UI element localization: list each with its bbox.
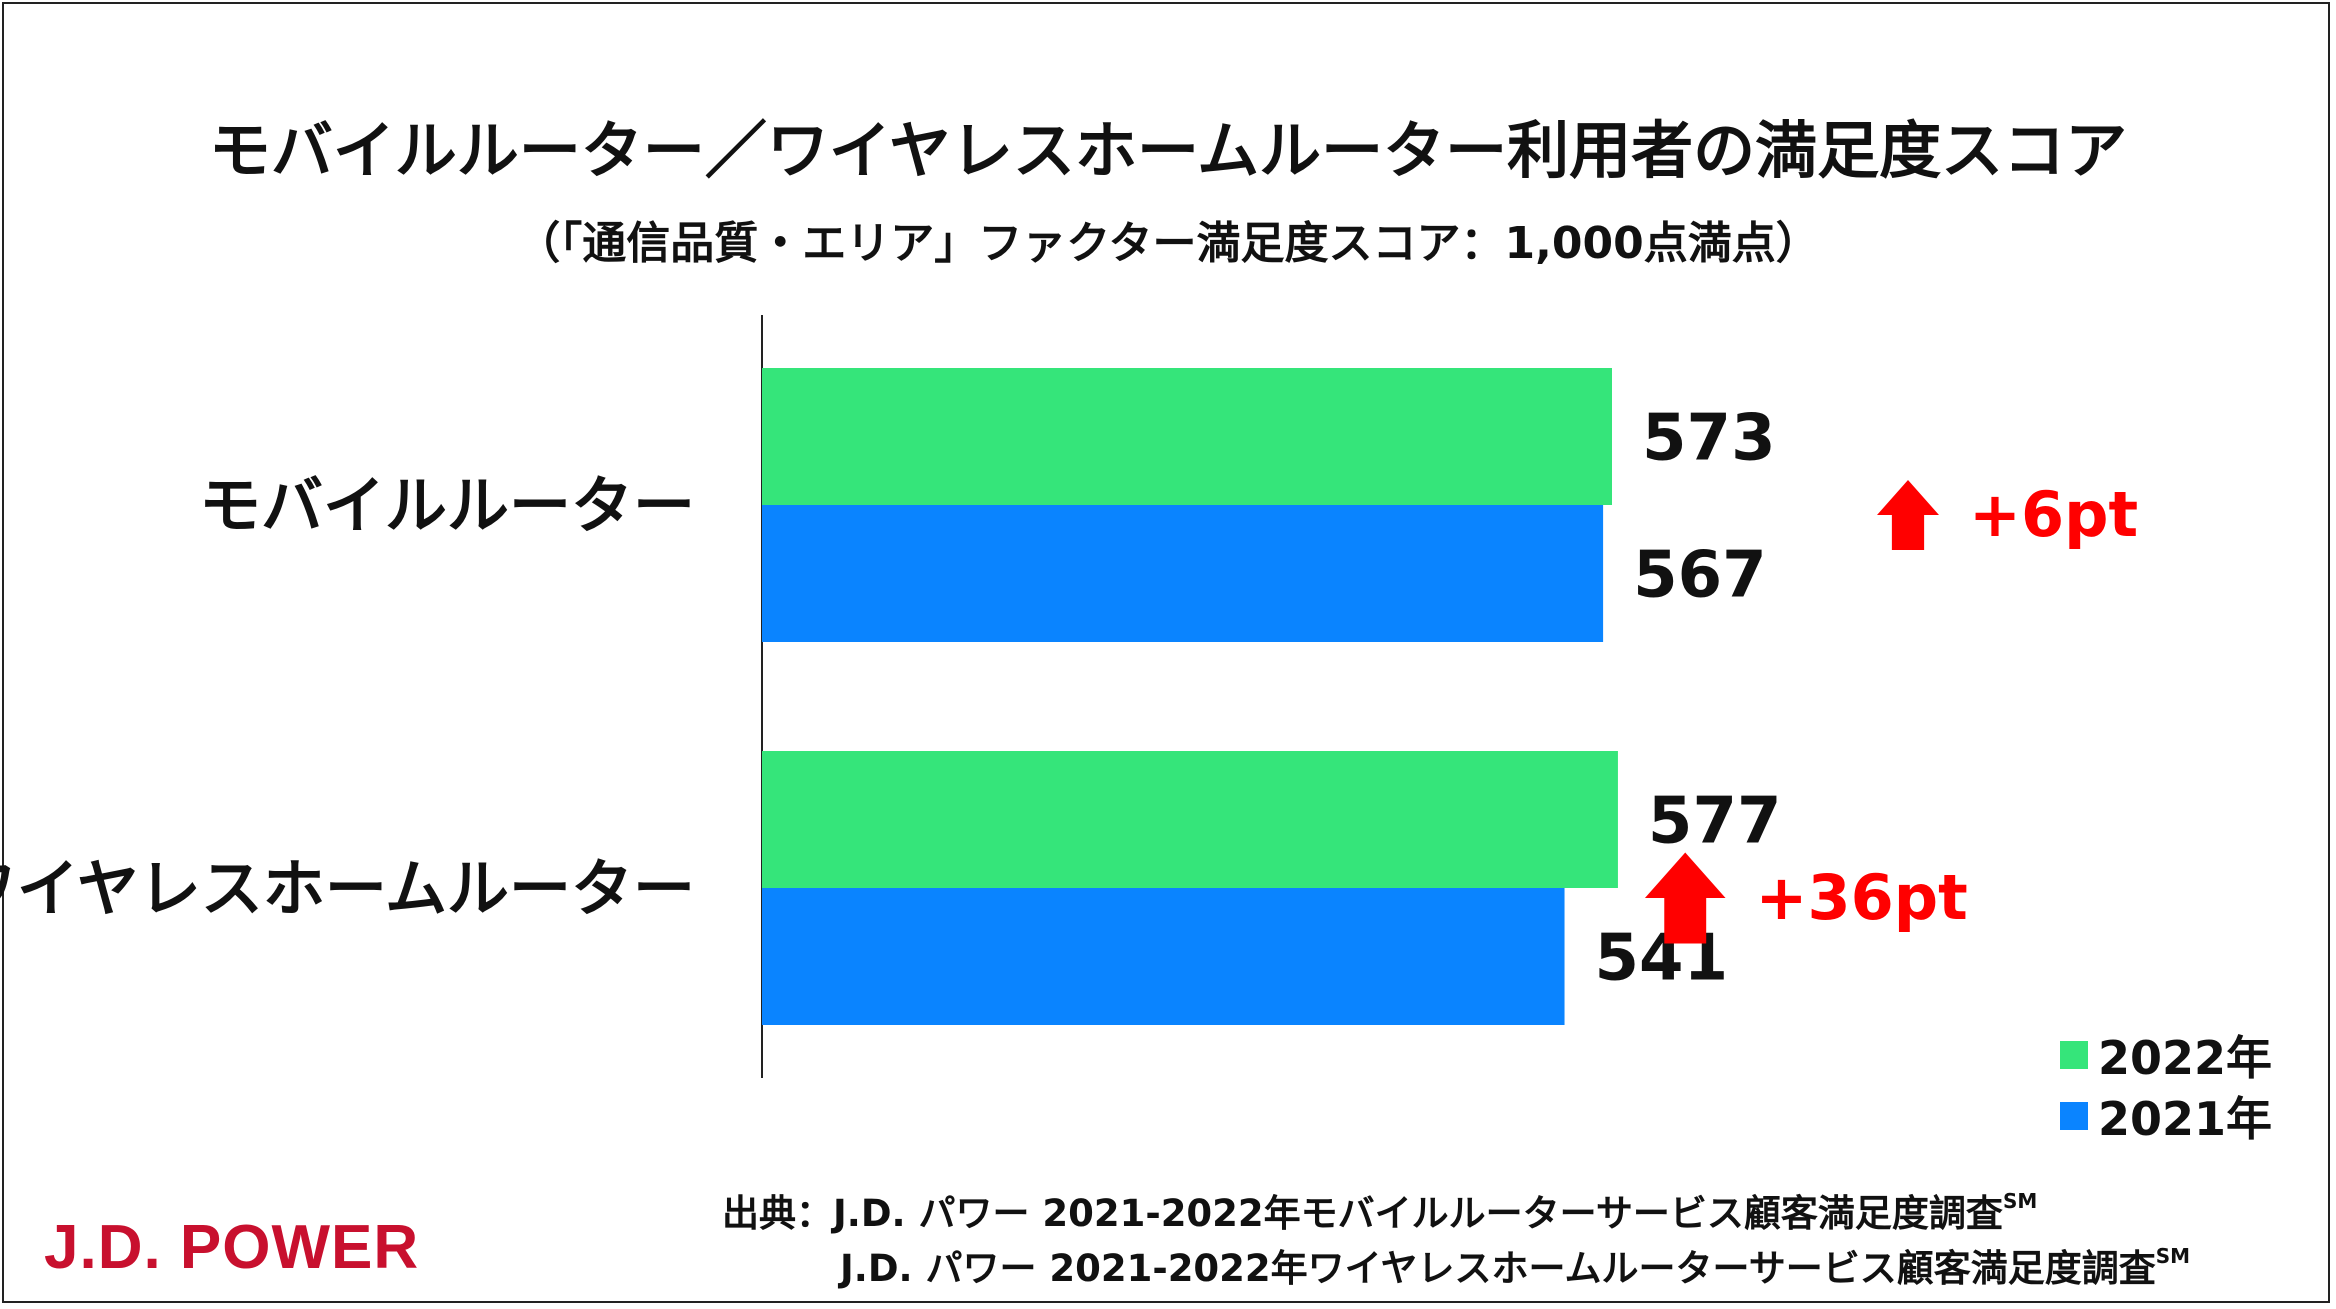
legend-swatch-2022 — [2060, 1041, 2088, 1069]
category-label-2: ワイヤレスホームルーター — [0, 852, 695, 925]
bar-1-2 — [762, 505, 1604, 642]
chart-subtitle: （「通信品質・エリア」ファクター満足度スコア：1,000点満点） — [516, 218, 1820, 269]
legend-label-2021: 2021年 — [2098, 1092, 2273, 1146]
difference-label-1: +6pt — [1969, 478, 2138, 551]
bar-2-2 — [762, 888, 1565, 1025]
bar-1-1 — [762, 368, 1612, 505]
category-label-1: モバイルルーター — [199, 469, 695, 542]
value-label-2-1: 577 — [1648, 785, 1782, 859]
legend-item-2022: 2022年 — [2060, 1022, 2272, 1088]
service-mark-2: SM — [2155, 1244, 2191, 1268]
legend-swatch-2021 — [2060, 1102, 2088, 1130]
bar-2-1 — [762, 751, 1618, 888]
difference-label-2: +36pt — [1756, 861, 1968, 934]
value-label-1-1: 573 — [1642, 402, 1776, 476]
up-arrow-icon-2 — [1644, 852, 1726, 944]
jd-power-logo: J.D. POWER — [44, 1213, 420, 1282]
up-arrow-icon-1 — [1877, 480, 1939, 550]
value-label-2-2: 541 — [1595, 922, 1729, 996]
source-text-1: 出典：J.D. パワー 2021-2022年モバイルルーターサービス顧客満足度調… — [722, 1192, 2003, 1235]
source-text-2: J.D. パワー 2021-2022年ワイヤレスホームルーターサービス顧客満足度… — [840, 1247, 2156, 1290]
legend-label-2022: 2022年 — [2098, 1031, 2273, 1085]
source-line-1: 出典：J.D. パワー 2021-2022年モバイルルーターサービス顧客満足度調… — [722, 1183, 2037, 1237]
source-line-2: J.D. パワー 2021-2022年ワイヤレスホームルーターサービス顧客満足度… — [840, 1238, 2190, 1292]
value-label-1-2: 567 — [1633, 539, 1767, 613]
chart-title: モバイルルーター／ワイヤレスホームルーター利用者の満足度スコア — [208, 114, 2128, 187]
legend-item-2021: 2021年 — [2060, 1083, 2272, 1149]
service-mark-1: SM — [2002, 1189, 2038, 1213]
